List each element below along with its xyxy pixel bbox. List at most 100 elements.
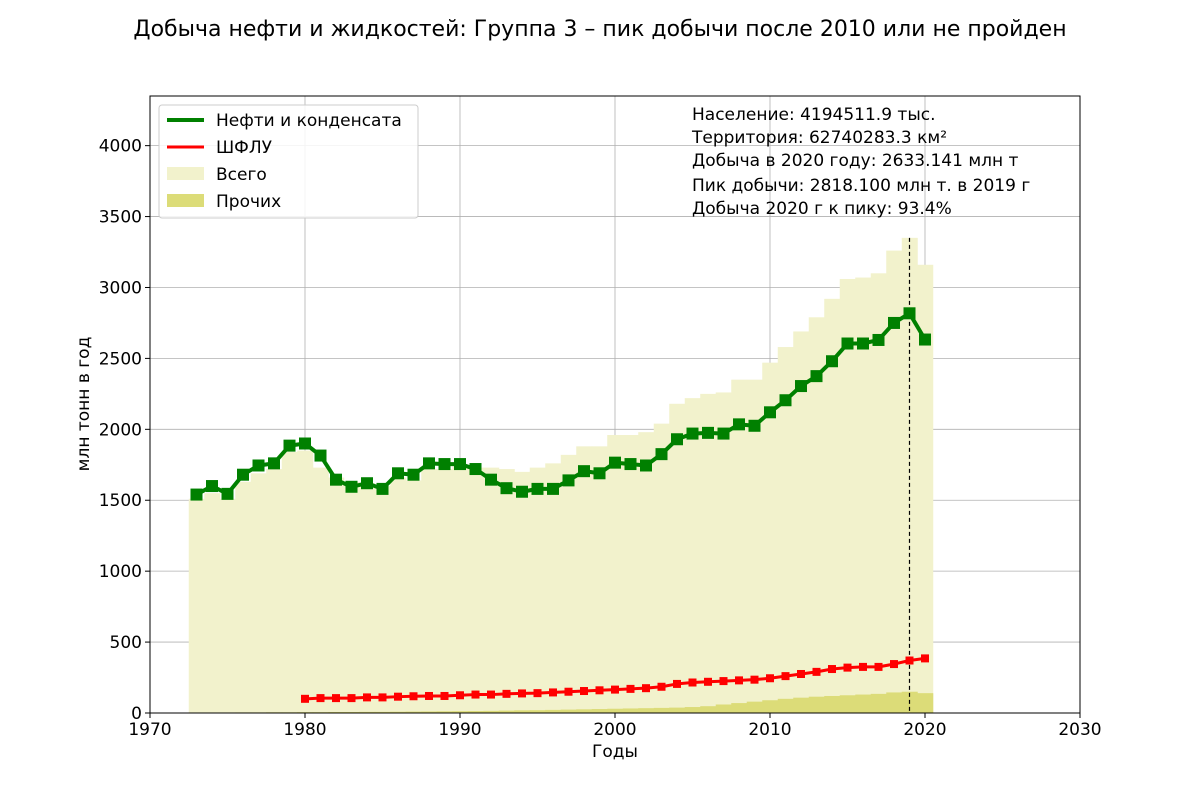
bar-total — [638, 432, 655, 713]
bar-other — [870, 693, 887, 713]
bar-other — [808, 696, 825, 713]
oil-point — [314, 449, 327, 462]
ngl-point — [921, 654, 929, 663]
bar-other — [607, 708, 624, 713]
legend: Нефти и конденсата ШФЛУ Всего Прочих — [158, 104, 419, 219]
oil-point — [764, 406, 776, 419]
bar-total — [374, 486, 391, 713]
oil-point — [779, 394, 792, 407]
oil-point — [407, 468, 420, 481]
bar-total — [653, 423, 670, 713]
y-tick-label: 1000 — [99, 562, 142, 582]
oil-point — [485, 473, 497, 486]
oil-point — [252, 459, 265, 472]
ngl-point — [487, 690, 495, 699]
oil-point — [609, 456, 621, 469]
bar-total — [715, 392, 732, 713]
bar-total — [607, 434, 624, 713]
bar-other — [576, 709, 593, 713]
bar-total — [545, 463, 562, 713]
oil-point — [655, 448, 668, 461]
bar-total — [204, 493, 221, 713]
ngl-point — [440, 691, 449, 700]
oil-point — [733, 418, 745, 431]
ngl-point — [549, 688, 557, 697]
ngl-point — [580, 687, 588, 696]
bar-other — [374, 711, 391, 713]
legend-other-label: Прочих — [216, 192, 281, 212]
legend-other-swatch — [167, 194, 204, 207]
annotation-peak: Пик добычи: 2818.100 млн т. в 2019 г — [692, 176, 1030, 196]
bar-total — [514, 471, 531, 713]
ngl-point — [890, 660, 898, 669]
bar-total — [560, 454, 577, 713]
bar-other — [777, 698, 794, 713]
annotation-ratio: Добыча 2020 г к пику: 93.4% — [692, 199, 952, 219]
bar-total — [266, 469, 283, 713]
bar-total — [529, 467, 546, 713]
bar-total — [483, 467, 500, 713]
oil-point — [841, 337, 854, 350]
bar-total — [359, 483, 376, 713]
bar-total — [281, 452, 298, 713]
oil-point — [330, 473, 342, 486]
bar-total — [808, 317, 825, 713]
oil-point — [903, 307, 916, 320]
bar-other — [638, 708, 655, 713]
bar-total — [498, 469, 515, 713]
ngl-point — [394, 692, 402, 701]
y-tick-label: 1500 — [99, 491, 142, 511]
bar-total — [467, 467, 484, 713]
bar-total — [328, 477, 345, 713]
bar-other — [839, 695, 856, 713]
oil-point — [671, 433, 683, 446]
bar-other — [622, 708, 639, 713]
ngl-point — [766, 674, 774, 683]
ngl-point — [642, 684, 650, 693]
bar-total — [886, 250, 903, 713]
bar-total — [452, 466, 469, 713]
bar-other — [855, 694, 872, 713]
ngl-point — [332, 694, 340, 703]
oil-point — [516, 485, 528, 498]
series-ngl — [301, 654, 929, 703]
bar-total — [576, 446, 593, 713]
x-axis-ticks: 1970 1980 1990 2000 2010 2020 2030 — [128, 713, 1102, 740]
ngl-point — [859, 662, 867, 671]
ngl-point — [812, 667, 821, 676]
bar-other — [793, 697, 810, 713]
ngl-point — [378, 693, 387, 702]
ngl-point — [409, 692, 418, 701]
y-axis-ticks: 0 500 1000 1500 2000 2500 3000 3500 4000 — [99, 137, 150, 724]
oil-point — [500, 482, 513, 495]
ngl-point — [316, 694, 325, 703]
ngl-point — [874, 662, 883, 671]
bar-total — [793, 331, 810, 713]
oil-point — [299, 437, 311, 450]
bar-other — [359, 711, 376, 713]
ngl-point — [626, 684, 635, 693]
oil-point — [547, 482, 559, 495]
oil-point — [826, 355, 838, 368]
oil-point — [857, 337, 869, 350]
legend-box — [158, 104, 419, 219]
oil-point — [717, 427, 730, 440]
oil-point — [872, 333, 885, 346]
bar-other — [762, 700, 779, 713]
ngl-point — [797, 669, 805, 678]
bar-total — [405, 480, 422, 713]
ngl-point — [595, 686, 604, 695]
ngl-point — [502, 689, 511, 698]
bars-total — [188, 237, 934, 713]
ngl-point — [750, 675, 759, 684]
bar-other — [731, 703, 748, 713]
oil-point — [919, 333, 931, 346]
oil-point — [268, 457, 280, 470]
ngl-point — [611, 685, 619, 694]
y-tick-label: 3500 — [99, 208, 142, 228]
bar-total — [591, 446, 608, 713]
ngl-point — [843, 663, 852, 672]
x-tick-label: 2000 — [593, 720, 636, 740]
ngl-point — [704, 677, 712, 686]
